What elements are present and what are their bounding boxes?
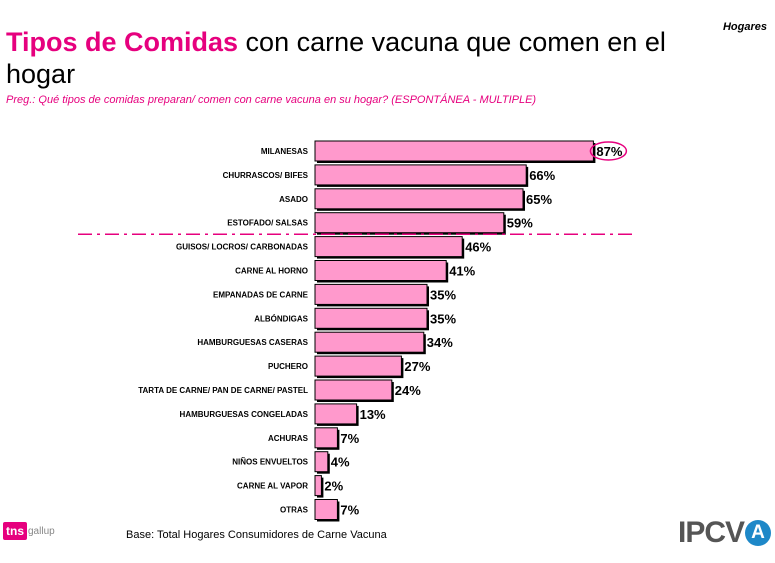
bar-albondigas	[314, 307, 428, 329]
tns-gallup-logo: tns gallup	[3, 522, 55, 540]
bar-carne-al-horno	[314, 260, 447, 281]
value-label-empanadas-de-carne: 35%	[430, 287, 456, 302]
bar-carne-al-vapor	[314, 475, 322, 497]
value-label-estofado-salsas: 59%	[507, 216, 533, 231]
value-label-otras: 7%	[340, 503, 359, 518]
tns-logo-text: tns	[3, 522, 27, 540]
bar-hamburguesas-congeladas	[314, 403, 358, 425]
category-label-asado: ASADO	[279, 195, 308, 204]
bar-estofado-salsas	[314, 212, 505, 234]
value-label-carne-al-horno: 41%	[449, 264, 475, 279]
bar-churrascos-bifes	[314, 164, 527, 186]
value-label-ninos-envueltos: 4%	[331, 455, 350, 470]
value-label-milanesas: 87%	[596, 144, 622, 159]
value-label-hamburguesas-caseras: 34%	[427, 335, 453, 350]
bar-tarta-de-carne-pan-de-carne-pastel	[314, 379, 393, 401]
bar-empanadas-de-carne	[314, 283, 428, 305]
question-subtitle: Preg.: Qué tipos de comidas preparan/ co…	[6, 94, 537, 106]
category-label-otras: OTRAS	[280, 506, 309, 515]
ipcva-logo-text: IPCV	[678, 516, 745, 549]
category-label-guisos-locros-carbonadas: GUISOS/ LOCROS/ CARBONADAS	[176, 243, 309, 252]
bar-guisos-locros-carbonadas	[314, 236, 463, 258]
value-label-asado: 65%	[526, 192, 552, 207]
corner-label: Hogares	[722, 21, 767, 33]
page-title: Tipos de Comidas con carne vacuna que co…	[6, 26, 666, 90]
value-label-guisos-locros-carbonadas: 46%	[465, 240, 491, 255]
ipcva-logo: IPCV A	[678, 516, 772, 550]
base-note: Base: Total Hogares Consumidores de Carn…	[126, 529, 387, 541]
highlight-ellipse-icon	[589, 141, 628, 161]
value-label-tarta-de-carne-pan-de-carne-pastel: 24%	[395, 383, 421, 398]
category-label-puchero: PUCHERO	[268, 362, 308, 371]
category-label-carne-al-vapor: CARNE AL VAPOR	[237, 482, 308, 491]
value-label-albondigas: 35%	[430, 311, 456, 326]
ipcva-logo-mark: A	[745, 520, 772, 546]
category-label-ninos-envueltos: NIÑOS ENVUELTOS	[232, 458, 308, 467]
bar-otras	[314, 499, 338, 520]
category-label-tarta-de-carne-pan-de-carne-pastel: TARTA DE CARNE/ PAN DE CARNE/ PASTEL	[138, 386, 308, 395]
bar-ninos-envueltos	[314, 451, 329, 473]
gallup-logo-text: gallup	[28, 525, 55, 537]
category-label-estofado-salsas: ESTOFADO/ SALSAS	[227, 219, 308, 228]
bar-hamburguesas-caseras	[314, 331, 425, 353]
title-rest: con carne vacuna que comen en el hogar	[6, 27, 666, 89]
bar-puchero	[314, 355, 402, 377]
category-label-achuras: ACHURAS	[268, 434, 309, 443]
value-label-hamburguesas-congeladas: 13%	[360, 407, 386, 422]
category-label-empanadas-de-carne: EMPANADAS DE CARNE	[213, 290, 309, 299]
value-label-puchero: 27%	[404, 359, 430, 374]
category-label-milanesas: MILANESAS	[261, 147, 309, 156]
value-label-churrascos-bifes: 66%	[529, 168, 555, 183]
bar-milanesas	[314, 140, 594, 162]
bar-asado	[314, 188, 524, 210]
value-label-carne-al-vapor: 2%	[324, 479, 343, 494]
category-label-albondigas: ALBÓNDIGAS	[254, 314, 308, 323]
category-label-churrascos-bifes: CHURRASCOS/ BIFES	[223, 171, 309, 180]
category-label-hamburguesas-congeladas: HAMBURGUESAS CONGELADAS	[180, 410, 309, 419]
value-label-achuras: 7%	[340, 431, 359, 446]
category-label-carne-al-horno: CARNE AL HORNO	[235, 267, 308, 276]
title-highlight: Tipos de Comidas	[6, 27, 239, 57]
category-label-hamburguesas-caseras: HAMBURGUESAS CASERAS	[197, 338, 308, 347]
bar-achuras	[314, 427, 338, 449]
